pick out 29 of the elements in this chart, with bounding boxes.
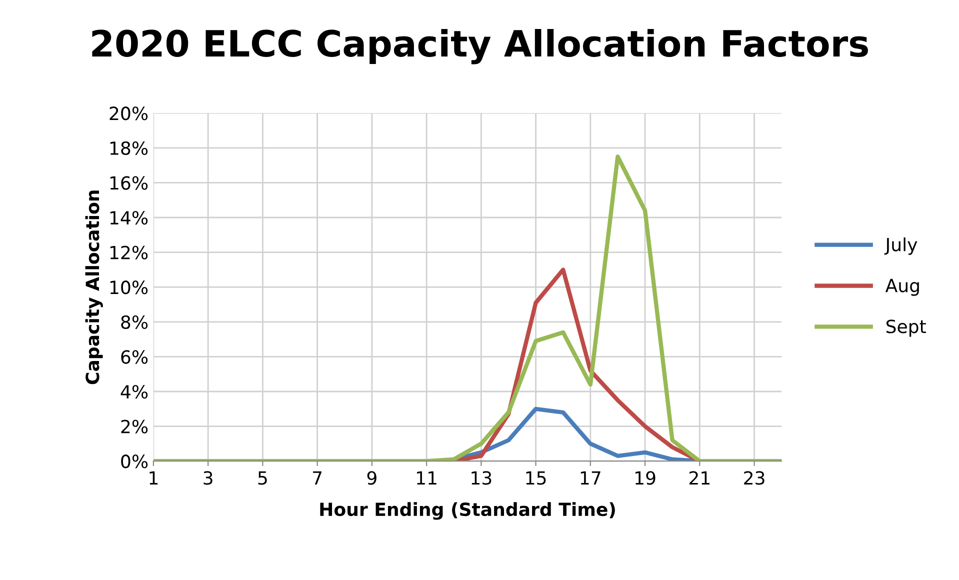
y-tick-label: 12% [110,246,148,260]
x-tick-label: 21 [689,471,710,485]
chart-title: 2020 ELCC Capacity Allocation Factors [92,29,868,64]
x-tick-label: 9 [367,471,376,485]
x-tick-label: 7 [313,471,322,485]
y-tick-label: 16% [110,176,148,190]
y-tick-label: 4% [120,384,148,399]
x-tick-label: 17 [580,471,600,485]
legend-label: Aug [885,278,919,296]
y-axis-title: Capacity Allocation [85,190,103,384]
y-tick-label: 18% [110,141,148,156]
x-tick-label: 5 [258,471,267,485]
y-tick-label: 8% [121,315,148,330]
x-tick-label: 3 [204,471,212,485]
x-tick-label: 11 [417,471,436,485]
y-tick-label: 20% [110,106,148,120]
x-tick-label: 23 [744,471,764,485]
y-tick-label: 0% [121,454,148,468]
legend-label: July [884,237,918,255]
x-tick-label: 13 [472,471,492,485]
y-tick-label: 2% [121,420,148,434]
y-tick-label: 14% [110,210,148,225]
x-axis-title: Hour Ending (Standard Time) [320,502,615,520]
x-tick-label: 15 [526,471,546,485]
y-tick-label: 6% [121,350,148,364]
x-tick-label: 19 [636,471,656,485]
x-tick-label: 1 [150,471,158,485]
y-tick-label: 10% [110,280,148,294]
legend-label: Sept [886,320,926,337]
